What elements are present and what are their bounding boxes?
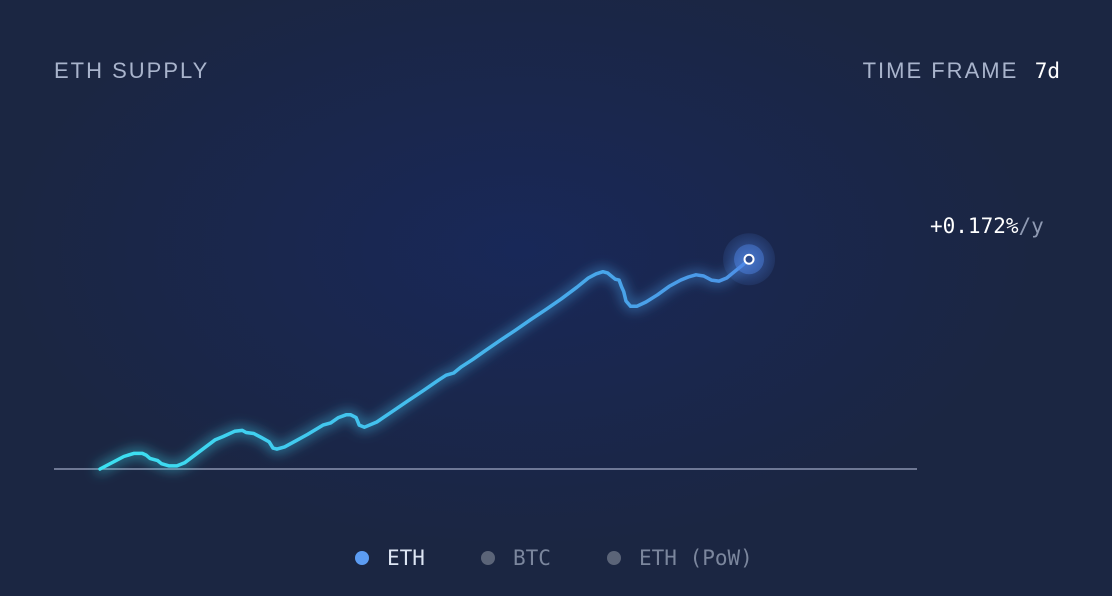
legend-dot-icon <box>607 551 621 565</box>
legend-label: ETH (PoW) <box>639 546 753 570</box>
series-line-glow <box>96 255 753 473</box>
legend-item-btc[interactable]: BTC <box>481 543 551 573</box>
time-frame-value[interactable]: 7d <box>1034 59 1060 83</box>
end-point-marker <box>743 253 755 265</box>
chart-legend: ETH BTC ETH (PoW) <box>0 543 1112 573</box>
legend-dot-icon <box>481 551 495 565</box>
legend-item-eth[interactable]: ETH <box>355 543 425 573</box>
chart-title: ETH SUPPLY <box>54 58 210 83</box>
legend-label: BTC <box>513 546 551 570</box>
time-frame-selector[interactable]: TIME FRAME 7d <box>863 58 1060 84</box>
rate-value: +0.172% <box>930 214 1019 238</box>
series-line-eth <box>98 257 751 471</box>
time-frame-label: TIME FRAME <box>862 58 1019 83</box>
legend-label: ETH <box>387 546 425 570</box>
legend-dot-icon <box>355 551 369 565</box>
annual-rate-label: +0.172%/y <box>930 214 1044 238</box>
legend-item-eth-pow[interactable]: ETH (PoW) <box>607 543 753 573</box>
rate-unit: /y <box>1018 214 1044 238</box>
